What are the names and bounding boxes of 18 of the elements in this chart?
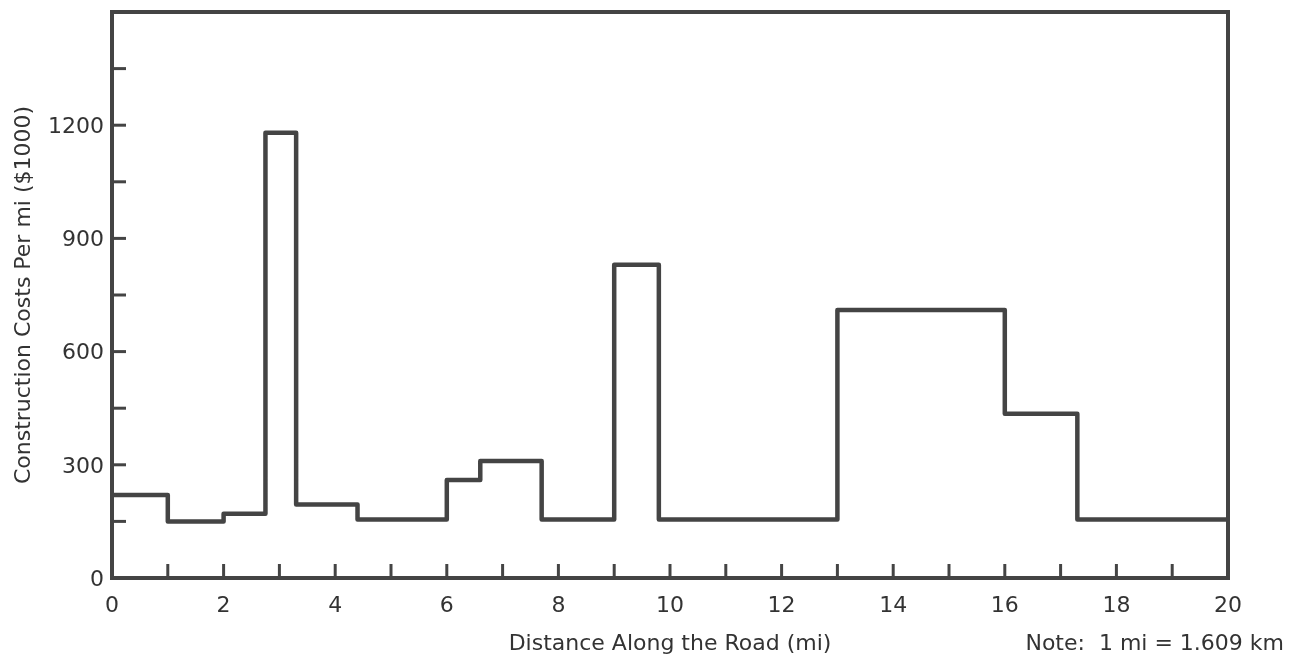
x-tick-label: 14 xyxy=(879,592,908,617)
x-tick-label: 12 xyxy=(767,592,796,617)
y-tick-label: 900 xyxy=(62,226,104,252)
x-tick-label: 20 xyxy=(1214,592,1242,617)
y-tick-label: 0 xyxy=(90,565,104,591)
x-axis-title: Distance Along the Road (mi) xyxy=(508,630,832,655)
x-tick-label: 10 xyxy=(656,592,684,617)
y-tick-label: 300 xyxy=(62,452,104,478)
x-tick-label: 6 xyxy=(439,592,454,617)
y-tick-label: 1200 xyxy=(48,112,104,138)
x-tick-label: 18 xyxy=(1102,592,1131,617)
y-axis-title: Construction Costs Per mi ($1000) xyxy=(10,105,35,485)
y-tick-label: 600 xyxy=(62,339,104,365)
x-tick-label: 16 xyxy=(990,592,1019,617)
x-tick-label: 8 xyxy=(551,592,566,617)
x-tick-label: 4 xyxy=(328,592,343,617)
x-tick-label: 2 xyxy=(216,592,231,617)
text: Note: 1 mi = 1.609 km xyxy=(1025,630,1284,655)
